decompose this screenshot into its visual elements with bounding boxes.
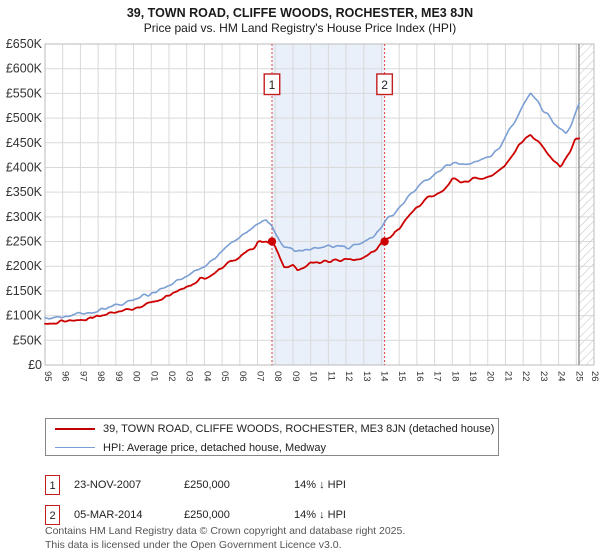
svg-text:25: 25: [573, 371, 584, 382]
svg-text:17: 17: [432, 371, 443, 382]
svg-text:07: 07: [255, 371, 266, 382]
svg-text:£150K: £150K: [6, 284, 43, 298]
svg-text:12: 12: [343, 371, 354, 382]
svg-text:22: 22: [520, 371, 531, 382]
svg-text:03: 03: [184, 371, 195, 382]
svg-text:24: 24: [556, 371, 567, 382]
svg-text:14: 14: [378, 371, 389, 382]
svg-text:£300K: £300K: [6, 210, 43, 224]
svg-text:1: 1: [269, 78, 276, 92]
svg-text:98: 98: [95, 371, 106, 382]
svg-text:02: 02: [166, 371, 177, 382]
svg-text:05: 05: [219, 371, 230, 382]
svg-text:01: 01: [148, 371, 159, 382]
svg-text:18: 18: [449, 371, 460, 382]
svg-text:£350K: £350K: [6, 185, 43, 199]
svg-text:£50K: £50K: [13, 333, 43, 347]
svg-text:10: 10: [308, 371, 319, 382]
svg-text:£500K: £500K: [6, 111, 43, 125]
svg-text:£650K: £650K: [6, 37, 43, 51]
svg-text:95: 95: [42, 371, 53, 382]
svg-text:26: 26: [589, 371, 600, 382]
svg-text:£450K: £450K: [6, 136, 43, 150]
svg-text:£0: £0: [28, 358, 42, 372]
svg-text:£200K: £200K: [6, 259, 43, 273]
svg-text:16: 16: [414, 371, 425, 382]
svg-text:09: 09: [290, 371, 301, 382]
svg-text:13: 13: [361, 371, 372, 382]
svg-text:£400K: £400K: [6, 160, 43, 174]
svg-text:00: 00: [131, 371, 142, 382]
svg-text:20: 20: [485, 371, 496, 382]
svg-text:£550K: £550K: [6, 86, 43, 100]
svg-text:96: 96: [60, 371, 71, 382]
svg-text:15: 15: [396, 371, 407, 382]
svg-text:£250K: £250K: [6, 235, 43, 249]
svg-text:23: 23: [538, 371, 549, 382]
svg-text:99: 99: [113, 371, 124, 382]
svg-text:11: 11: [325, 371, 336, 381]
svg-text:04: 04: [201, 371, 212, 382]
svg-text:97: 97: [77, 371, 88, 382]
svg-text:19: 19: [467, 371, 478, 382]
svg-text:£600K: £600K: [6, 62, 43, 76]
svg-text:21: 21: [502, 371, 513, 382]
svg-text:£100K: £100K: [6, 309, 43, 323]
svg-text:08: 08: [272, 371, 283, 382]
svg-text:06: 06: [237, 371, 248, 382]
svg-text:2: 2: [381, 78, 388, 92]
